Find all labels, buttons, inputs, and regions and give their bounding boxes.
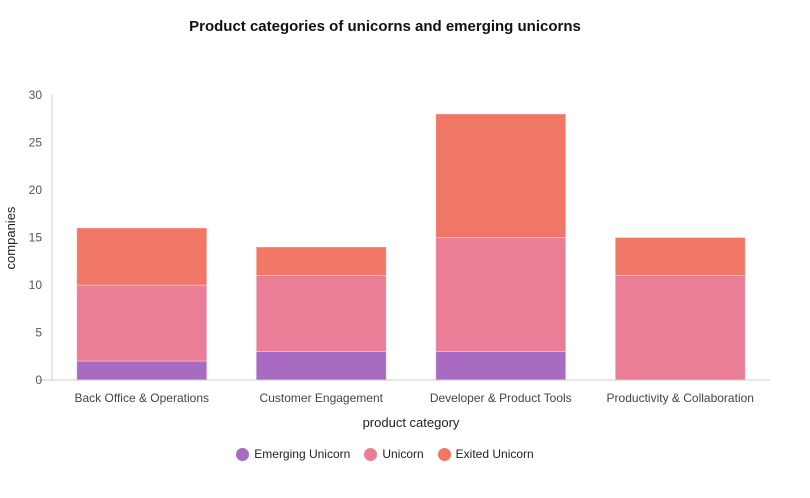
bar-segment	[255, 351, 387, 381]
legend-swatch	[364, 447, 378, 461]
y-tick-label: 15	[29, 231, 43, 245]
bar-segment	[76, 227, 208, 286]
legend-swatch	[236, 447, 250, 461]
legend-item[interactable]: Unicorn	[364, 447, 424, 461]
legend-label: Exited Unicorn	[455, 447, 534, 461]
y-tick-label: 10	[29, 278, 43, 292]
bar-segment	[76, 284, 208, 362]
y-tick-label: 25	[29, 136, 43, 150]
legend-swatch	[437, 447, 451, 461]
bar-segment	[255, 246, 387, 276]
legend-item[interactable]: Emerging Unicorn	[236, 447, 350, 461]
x-labels-layer: Back Office & Operations Customer Engagem…	[74, 391, 753, 405]
x-tick-label: Customer Engagement	[260, 391, 384, 405]
bar-segment	[435, 351, 567, 381]
y-ticks-layer: 0 5 10 15 20 25 30	[29, 88, 43, 387]
x-tick-label: Back Office & Operations	[74, 391, 209, 405]
x-tick-label: Productivity & Collaboration	[607, 391, 754, 405]
bar-segment	[435, 237, 567, 352]
y-tick-label: 0	[35, 373, 42, 387]
bar-segment	[255, 275, 387, 352]
y-axis-title: companies	[3, 206, 18, 269]
bar-segment	[435, 113, 567, 238]
bar-segment	[614, 237, 746, 276]
x-tick-label: Developer & Product Tools	[430, 391, 572, 405]
bar-segment	[76, 360, 208, 381]
legend-label: Emerging Unicorn	[254, 447, 351, 461]
y-tick-label: 20	[29, 183, 43, 197]
bars-layer	[76, 113, 746, 381]
legend-item[interactable]: Exited Unicorn	[437, 447, 534, 461]
chart-title: Product categories of unicorns and emerg…	[189, 18, 581, 35]
legend: Emerging Unicorn Unicorn Exited Unicorn	[0, 447, 770, 461]
y-tick-label: 5	[35, 326, 42, 340]
x-axis-title: product category	[363, 415, 460, 430]
legend-label: Unicorn	[382, 447, 424, 461]
y-tick-label: 30	[29, 88, 43, 102]
bar-segment	[614, 275, 746, 381]
